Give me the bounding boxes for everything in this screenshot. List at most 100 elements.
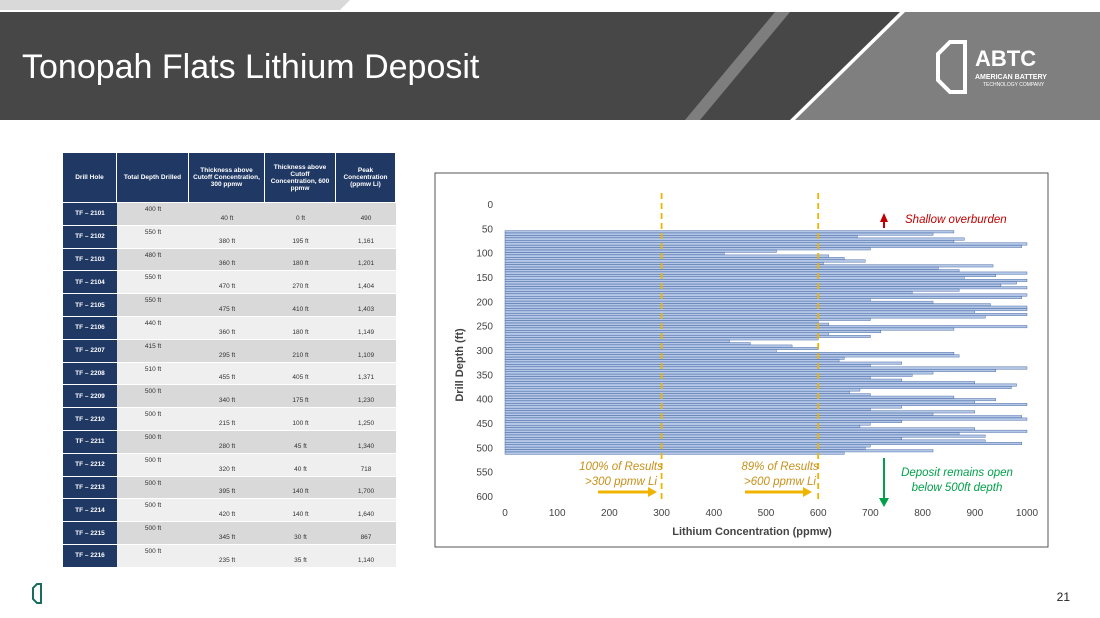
cell: 100 ft (265, 408, 336, 431)
bar (504, 252, 725, 256)
cell: 1,230 (336, 385, 396, 409)
cell: 455 ft (189, 362, 265, 386)
bar (504, 262, 824, 265)
cell: 1,340 (336, 430, 396, 454)
cell: 500 ft (117, 453, 189, 477)
annotation: Shallow overburden (905, 214, 1007, 226)
cell: 500 ft (117, 408, 189, 431)
bar (504, 371, 934, 375)
bar (504, 310, 975, 314)
cell: 140 ft (265, 476, 336, 500)
x-tick-label: 1000 (1016, 508, 1039, 519)
logo-line: AMERICAN BATTERY (975, 74, 1047, 81)
cell: 475 ft (189, 294, 265, 317)
cell: 1,250 (336, 408, 396, 431)
cell: 140 ft (265, 499, 336, 523)
cell: 1,140 (336, 544, 396, 568)
bar (504, 283, 1002, 287)
bar (504, 298, 871, 302)
bar (504, 300, 934, 304)
cell: TF – 2106 (63, 316, 117, 340)
header-band-right (795, 12, 1100, 120)
x-tick-label: 200 (601, 508, 618, 519)
cell: 180 ft (265, 316, 336, 340)
cell: 550 ft (117, 294, 189, 317)
cell: 195 ft (265, 225, 336, 249)
bar (504, 344, 793, 348)
cell: TF – 2214 (63, 499, 117, 523)
cell: 500 ft (117, 476, 189, 500)
y-tick-label: 500 (476, 443, 493, 454)
bar (504, 422, 871, 426)
column-header: Thickness above Cutoff Concentration, 30… (189, 153, 265, 203)
x-tick-label: 700 (862, 508, 879, 519)
bar (504, 361, 902, 365)
cell: 45 ft (265, 430, 336, 454)
logo-line: TECHNOLOGY COMPANY (983, 82, 1045, 88)
bar (504, 313, 1028, 316)
bar (504, 410, 975, 414)
bar (504, 308, 1028, 312)
cell: 550 ft (117, 271, 189, 295)
bar (504, 274, 996, 277)
bar (504, 349, 777, 353)
annotation: Deposit remains open (901, 467, 1013, 479)
column-header: Total Depth Drilled (117, 153, 189, 203)
cell: TF – 2215 (63, 522, 117, 545)
bar (504, 408, 871, 411)
cell: 1,201 (336, 248, 396, 272)
cell: 395 ft (189, 476, 265, 500)
cell: 550 ft (117, 225, 189, 249)
cell: 510 ft (117, 362, 189, 386)
bar (504, 288, 960, 292)
cell: 1,700 (336, 476, 396, 500)
bar (504, 354, 960, 358)
y-tick-label: 200 (476, 297, 493, 308)
column-header: Drill Hole (63, 153, 117, 203)
cell: 1,109 (336, 339, 396, 363)
bar (504, 388, 861, 392)
band (0, 0, 350, 10)
y-axis-label: Drill Depth (ft) (454, 328, 466, 402)
x-tick-label: 600 (810, 508, 827, 519)
y-tick-label: 100 (476, 249, 493, 260)
cell: 490 (336, 203, 396, 226)
bar (504, 240, 955, 243)
cell: 1,404 (336, 271, 396, 295)
bar (504, 381, 975, 385)
bar (504, 342, 751, 346)
cell: TF – 2210 (63, 408, 117, 431)
bar (504, 269, 960, 273)
bar (504, 446, 866, 450)
bar (504, 293, 1028, 297)
y-tick-label: 250 (476, 322, 493, 333)
bar (504, 442, 1022, 445)
bar (504, 320, 819, 324)
bar (504, 279, 1028, 282)
cell: 405 ft (265, 362, 336, 386)
bar (504, 383, 1017, 387)
bar (504, 242, 1028, 246)
cell: 235 ft (189, 544, 265, 568)
annotation: >600 ppmw Li (744, 476, 816, 488)
bar (504, 325, 1028, 329)
column-header: Peak Concentration (ppmw Li) (336, 153, 396, 203)
bar (504, 305, 1028, 309)
bar (504, 420, 902, 423)
cell: 380 ft (189, 225, 265, 249)
title: Tonopah Flats Lithium Deposit (22, 48, 480, 86)
logo-name: ABTC (975, 46, 1036, 71)
bar (504, 398, 996, 402)
bar (504, 451, 845, 455)
y-tick-label: 550 (476, 468, 493, 479)
bar (504, 271, 1028, 275)
bar (504, 373, 913, 377)
cell: TF – 2211 (63, 430, 117, 454)
bar (504, 237, 965, 241)
cell: TF – 2104 (63, 271, 117, 295)
cell: 175 ft (265, 385, 336, 409)
bar (504, 330, 882, 333)
y-tick-label: 600 (476, 492, 493, 503)
